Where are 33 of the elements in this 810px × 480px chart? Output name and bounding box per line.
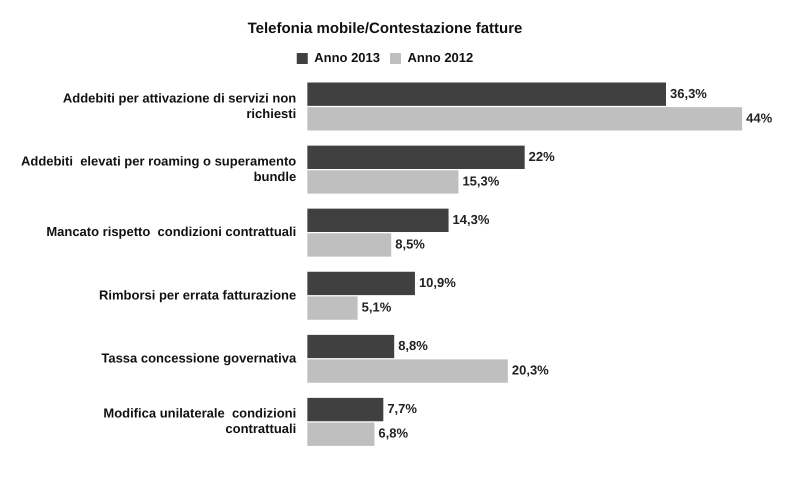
bar [307,296,358,320]
y-tick-label: Mancato rispetto condizioni contrattuali [46,224,296,240]
bar [307,170,458,194]
y-tick-label: Tassa concessione governativa [101,350,297,366]
bar [307,146,525,169]
bar [307,82,666,106]
bar [307,359,508,383]
legend-label: Anno 2013 [314,50,380,66]
data-label: 36,3% [670,86,708,101]
data-label: 8,8% [398,338,428,354]
data-label: 14,3% [452,212,490,227]
bar [307,208,449,232]
data-label: 20,3% [512,362,550,378]
data-label: 8,5% [395,236,426,252]
y-tick-label: Modifica unilaterale condizioni contrattuali [103,406,296,436]
data-label: 6,8% [378,426,409,441]
data-label: 44% [746,110,773,126]
bar [307,422,374,446]
legend-label: Anno 2012 [408,50,474,66]
y-tick-label: Addebiti elevati per roaming o superamento bundle [20,153,296,184]
y-tick-label: Rimborsi per errata fatturazione [99,287,296,302]
bar [307,272,415,296]
bar [307,334,394,358]
y-tick-label: Addebiti per attivazione di servizi non richiesti [62,90,296,121]
bar [307,398,384,422]
data-label: 22% [528,148,556,164]
data-label: 15,3% [462,173,500,188]
bar [307,107,742,131]
data-label: 7,7% [387,401,418,416]
data-label: 5,1% [362,300,392,315]
bar [307,233,392,257]
data-label: 10,9% [418,275,456,290]
chart-title: Telefonia mobile/Contestazione fatture [248,20,522,38]
